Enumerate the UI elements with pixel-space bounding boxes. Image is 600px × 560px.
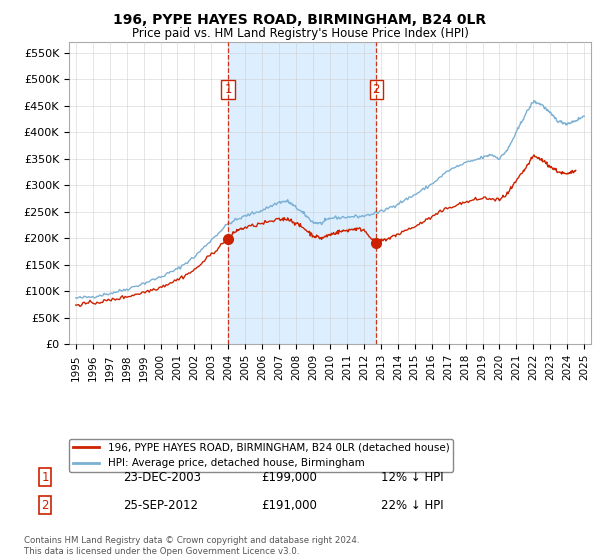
Legend: 196, PYPE HAYES ROAD, BIRMINGHAM, B24 0LR (detached house), HPI: Average price, : 196, PYPE HAYES ROAD, BIRMINGHAM, B24 0L… (69, 439, 454, 472)
Text: Contains HM Land Registry data © Crown copyright and database right 2024.
This d: Contains HM Land Registry data © Crown c… (24, 536, 359, 556)
Text: 23-DEC-2003: 23-DEC-2003 (123, 470, 201, 484)
Text: £191,000: £191,000 (261, 498, 317, 512)
Text: 1: 1 (41, 470, 49, 484)
Text: 1: 1 (224, 83, 232, 96)
Text: £199,000: £199,000 (261, 470, 317, 484)
Text: 22% ↓ HPI: 22% ↓ HPI (381, 498, 443, 512)
Text: 2: 2 (373, 83, 380, 96)
Text: 12% ↓ HPI: 12% ↓ HPI (381, 470, 443, 484)
Text: 25-SEP-2012: 25-SEP-2012 (123, 498, 198, 512)
Text: 2: 2 (41, 498, 49, 512)
Bar (228, 42, 376, 344)
Text: Price paid vs. HM Land Registry's House Price Index (HPI): Price paid vs. HM Land Registry's House … (131, 27, 469, 40)
Text: 196, PYPE HAYES ROAD, BIRMINGHAM, B24 0LR: 196, PYPE HAYES ROAD, BIRMINGHAM, B24 0L… (113, 13, 487, 27)
